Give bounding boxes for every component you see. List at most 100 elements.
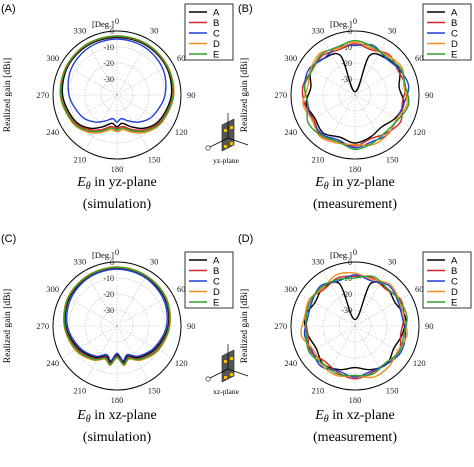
polar-panel-4: 0306090120150180210240270300330-30-20-10… xyxy=(238,233,472,445)
radial-tick-label: -20 xyxy=(341,290,352,299)
caption-subtitle: (measurement) xyxy=(313,197,397,212)
legend-box xyxy=(184,3,234,61)
angle-tick-label: 180 xyxy=(349,395,362,405)
series-line-C xyxy=(303,43,410,149)
legend-entry: E xyxy=(451,50,457,61)
caption-field: E xyxy=(314,408,324,423)
legend-entry: B xyxy=(451,266,457,277)
polar-panel-3: 0 30 60 90 120 150 180 210 240 270 300 330 -30 -20 -10… xyxy=(1,233,249,445)
angle-tick-label: 270 xyxy=(36,321,49,331)
radial-tick-label: -20 xyxy=(103,59,114,68)
unit-label: [Deg.] xyxy=(330,250,352,260)
grid-ring xyxy=(322,62,388,128)
radial-tick-label: -30 xyxy=(103,75,114,84)
radial-tick-label: -30 xyxy=(341,75,352,84)
angle-tick-label: 0 xyxy=(115,247,119,257)
legend-entry: C xyxy=(451,277,458,288)
series-line-A xyxy=(303,281,407,371)
caption-title: Eθ in xz-plane xyxy=(314,408,395,425)
caption-subscript: θ xyxy=(324,181,329,192)
coordinate-inset-icon: xz-plane xyxy=(205,344,249,396)
radial-tick-label: -30 xyxy=(341,306,352,315)
legend-entry: A xyxy=(213,8,220,19)
series-line-E xyxy=(63,266,171,366)
angle-tick-label: 180 xyxy=(111,395,124,405)
grid-ring xyxy=(322,293,388,359)
y-axis-label: Realized gain [dBi] xyxy=(240,58,250,132)
angle-tick-label: 330 xyxy=(312,257,325,267)
caption-plane: in yz-plane xyxy=(329,175,395,190)
legend-entry: A xyxy=(213,256,220,267)
caption-title: Eθ in yz-plane xyxy=(76,175,157,192)
caption-plane: in xz-plane xyxy=(329,408,395,423)
angle-tick-label: 120 xyxy=(413,358,426,368)
angle-tick-label: 30 xyxy=(150,26,159,36)
angle-tick-label: 0 xyxy=(353,247,357,257)
legend-entry: D xyxy=(213,39,220,50)
series-line-E xyxy=(303,39,410,151)
angle-tick-label: 150 xyxy=(148,385,161,395)
angle-tick-label: 210 xyxy=(312,385,325,395)
grid-spoke xyxy=(116,39,150,96)
grid-ring xyxy=(84,62,150,128)
angle-tick-label: 300 xyxy=(284,284,297,294)
panel-label: (B) xyxy=(238,3,253,15)
legend-entry: B xyxy=(213,18,219,29)
legend-entry: A xyxy=(451,8,458,19)
series-line-A xyxy=(61,36,173,130)
radial-tick-label: -30 xyxy=(103,306,114,315)
caption-field: E xyxy=(76,175,86,190)
angle-tick-label: 210 xyxy=(312,154,325,164)
angle-tick-label: 30 xyxy=(150,257,159,267)
angle-tick-label: 300 xyxy=(46,53,59,63)
legend-entry: E xyxy=(451,298,457,309)
caption-plane: in yz-plane xyxy=(91,175,157,190)
unit-label: [Deg.] xyxy=(92,250,114,260)
panels-group: 0306090120150180210240270300330-30-20-10… xyxy=(1,3,472,445)
caption-subscript: θ xyxy=(86,181,91,192)
angle-tick-label: 210 xyxy=(74,154,87,164)
caption-field: E xyxy=(76,408,86,423)
legend-entry: B xyxy=(451,18,457,29)
caption-subtitle: (simulation) xyxy=(83,197,152,212)
legend-entry: B xyxy=(213,266,219,277)
legend-entry: A xyxy=(451,256,458,267)
caption-title: Eθ in yz-plane xyxy=(314,175,395,192)
legend-entry: C xyxy=(213,277,220,288)
y-axis-label: Realized gain [dBi] xyxy=(3,289,13,363)
angle-tick-label: 90 xyxy=(187,90,196,100)
series-line-E xyxy=(59,35,175,133)
caption-subtitle: (measurement) xyxy=(313,430,397,445)
series-line-D xyxy=(302,41,408,147)
angle-tick-label: 150 xyxy=(386,385,399,395)
angle-tick-label: 60 xyxy=(177,284,186,294)
radial-tick-label: 0 xyxy=(110,258,114,267)
caption-title: Eθ in xz-plane xyxy=(76,408,157,425)
angle-tick-label: 90 xyxy=(425,90,434,100)
radial-tick-label: -10 xyxy=(341,43,352,52)
angle-tick-label: 300 xyxy=(46,284,59,294)
series-line-C xyxy=(66,268,168,362)
radial-tick-label: -20 xyxy=(341,59,352,68)
series-line-C xyxy=(303,274,407,378)
caption-field: E xyxy=(314,175,324,190)
angle-tick-label: 240 xyxy=(46,127,59,137)
angle-tick-label: 150 xyxy=(386,154,399,164)
angle-tick-label: 120 xyxy=(413,127,426,137)
legend-entry: D xyxy=(213,287,220,298)
grid-spoke xyxy=(116,270,150,327)
unit-label: [Deg.] xyxy=(330,19,352,29)
caption-plane: in xz-plane xyxy=(91,408,157,423)
caption-subscript: θ xyxy=(86,414,91,425)
panel-label: (C) xyxy=(1,233,16,245)
angle-tick-label: 30 xyxy=(388,257,397,267)
angle-tick-label: 0 xyxy=(353,16,357,26)
legend-box xyxy=(422,251,472,309)
legend-entry: C xyxy=(213,29,220,40)
series-line-D xyxy=(59,35,175,134)
legend-entry: D xyxy=(451,39,458,50)
angle-tick-label: 120 xyxy=(175,127,188,137)
